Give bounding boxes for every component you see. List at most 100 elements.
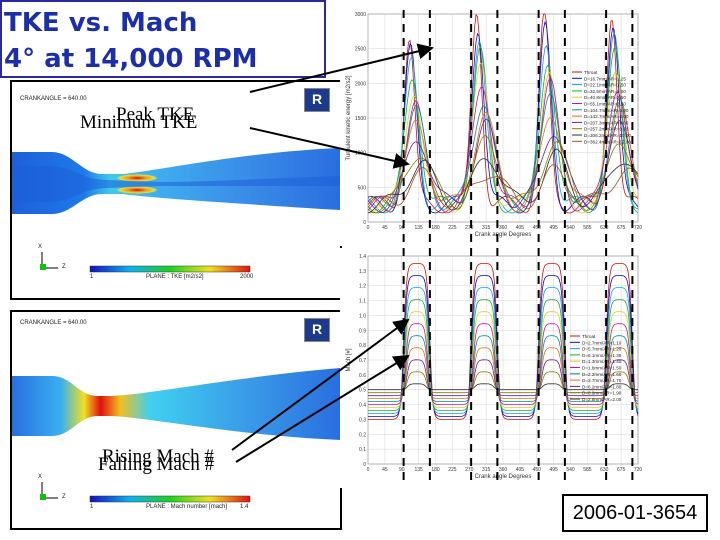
- y-tick-label: 0: [363, 220, 366, 226]
- legend-entry: D=2.2mm/AR=1.60: [582, 372, 622, 377]
- x-tick-label: 450: [533, 225, 542, 231]
- y-axis-label: Turbulent kinetic energy [m2/s2]: [346, 75, 352, 160]
- minimum-tke-label: Minimum TKE: [80, 112, 198, 133]
- legend-entry: D=306.2mm/AR=10.00: [584, 133, 631, 138]
- legend-entry: D=362.4mm/AR=12.00: [584, 139, 631, 144]
- y-tick-label: 0: [363, 462, 366, 468]
- top-axis-x-label: X: [38, 244, 43, 250]
- top-scale-min: 1: [90, 274, 94, 280]
- legend-entry: D=6.1mm/AR=1.30: [582, 353, 622, 358]
- tke-series-line: [367, 148, 639, 214]
- x-tick-label: 630: [600, 225, 609, 231]
- y-tick-label: 0.2: [359, 432, 366, 438]
- bottom-axis-x-label: X: [38, 474, 43, 480]
- legend-entry: D=207.3mm/AR=8.00: [584, 120, 629, 125]
- tke-series-line: [367, 62, 639, 214]
- legend-entry: Throat: [584, 70, 598, 75]
- bottom-scale-title: PLANE : Mach number [mach]: [146, 504, 228, 510]
- y-tick-label: 1.0: [359, 313, 366, 319]
- tke-chart: 0 45 90 135 180 225 270 315 360 405 450 495 540 585 63…: [340, 6, 645, 246]
- x-tick-label: 675: [617, 467, 626, 473]
- y-tick-label: 1.1: [359, 299, 366, 305]
- mach-series-line: [368, 347, 639, 399]
- x-tick-label: 495: [549, 467, 558, 473]
- mach-series-line: [368, 263, 639, 420]
- rising-mach-label: Rising Mach #: [102, 446, 214, 467]
- x-tick-label: 315: [482, 225, 491, 231]
- y-tick-label: 2500: [355, 47, 366, 53]
- y-tick-label: 1.4: [359, 254, 366, 260]
- top-scale-title: PLANE : TKE [m2/s2]: [146, 274, 204, 280]
- mach-series-line: [368, 371, 638, 394]
- y-tick-label: 0.1: [359, 447, 366, 453]
- top-cfd-panel: CRANKANGLE = 640.00 R: [10, 80, 342, 300]
- bottom-scale-min: 1: [90, 504, 94, 510]
- y-tick-label: 0.7: [359, 358, 366, 364]
- y-tick-label: 0.6: [359, 373, 366, 379]
- legend-entry: D=40.8mm/AR=2.50: [584, 95, 626, 100]
- top-crank-label: CRANKANGLE = 640.00: [20, 96, 87, 102]
- x-tick-label: 405: [516, 467, 525, 473]
- x-tick-label: 45: [382, 225, 388, 231]
- x-tick-label: 90: [399, 467, 405, 473]
- y-tick-label: 0.5: [359, 388, 366, 394]
- x-tick-label: 180: [431, 225, 440, 231]
- mach-series-line: [368, 311, 639, 408]
- y-tick-label: 1000: [355, 151, 366, 157]
- mach-chart: 0 45 90 135 180 225 270 315 360 405 450 495 540 585 63…: [340, 248, 645, 488]
- tke-series-line: [367, 164, 639, 210]
- x-tick-label: 720: [634, 225, 643, 231]
- legend-entry: D=6.2mm/AR=1.80: [582, 384, 622, 389]
- x-tick-label: 0: [367, 467, 370, 473]
- legend-entry: D=8.9mm/AR=1.90: [582, 391, 622, 396]
- tke-series-line: [367, 135, 639, 214]
- y-tick-label: 2000: [355, 81, 366, 87]
- title-box: TKE vs. Mach 4° at 14,000 RPM: [0, 0, 326, 78]
- x-tick-label: 360: [499, 467, 508, 473]
- mach-series-line: [368, 287, 639, 414]
- legend-entry: D=3.7mm/AR=1.70: [582, 378, 622, 383]
- y-tick-label: 1.2: [359, 284, 366, 290]
- x-tick-label: 180: [431, 467, 440, 473]
- paper-number-box: 2006-01-3654: [562, 494, 708, 532]
- legend-entry: D=104.7mm/AR=5.00: [584, 108, 629, 113]
- x-axis-label: Crank angle Degrees: [475, 474, 532, 480]
- x-tick-label: 135: [414, 467, 423, 473]
- y-tick-label: 1.3: [359, 269, 366, 275]
- x-tick-label: 405: [516, 225, 525, 231]
- mach-series-line: [368, 323, 639, 405]
- x-tick-label: 540: [566, 225, 575, 231]
- x-tick-label: 720: [634, 467, 643, 473]
- x-tick-label: 225: [448, 467, 457, 473]
- falling-mach-label: Falling Mach #: [98, 454, 215, 475]
- bottom-axis-z-label: Z: [62, 494, 66, 500]
- mach-series-line: [368, 275, 639, 417]
- mach-series-line: [368, 383, 638, 391]
- x-tick-label: 360: [499, 225, 508, 231]
- title-line-2: 4° at 14,000 RPM: [4, 44, 258, 74]
- y-tick-label: 3000: [355, 12, 366, 18]
- legend-entry: D=16.7mm/AR=1.25: [584, 76, 626, 81]
- x-tick-label: 90: [399, 225, 405, 231]
- paper-number: 2006-01-3654: [572, 502, 698, 524]
- x-tick-label: 495: [549, 225, 558, 231]
- x-tick-label: 270: [465, 225, 474, 231]
- legend-entry: D=1.6mm/AR=1.50: [582, 366, 622, 371]
- legend-entry: D=142.7mm/AR=6.00: [584, 114, 629, 119]
- x-tick-label: 585: [583, 467, 592, 473]
- x-tick-label: 270: [465, 467, 474, 473]
- y-tick-label: 0.9: [359, 328, 366, 334]
- x-tick-label: 45: [382, 467, 388, 473]
- x-tick-label: 585: [583, 225, 592, 231]
- y-tick-label: 0.8: [359, 343, 366, 349]
- bottom-crank-label: CRANKANGLE = 640.00: [20, 320, 87, 326]
- x-tick-label: 675: [617, 225, 626, 231]
- mach-series-line: [368, 299, 639, 411]
- top-cfd-panel-inner: CRANKANGLE = 640.00 R: [12, 82, 340, 298]
- mach-series-line: [368, 359, 639, 397]
- peak-tke-label: Peak TKE: [116, 104, 195, 125]
- y-tick-label: 0.3: [359, 417, 366, 423]
- y-axis-label: Mach [#]: [346, 348, 352, 371]
- tke-series-line: [368, 104, 639, 213]
- x-tick-label: 135: [414, 225, 423, 231]
